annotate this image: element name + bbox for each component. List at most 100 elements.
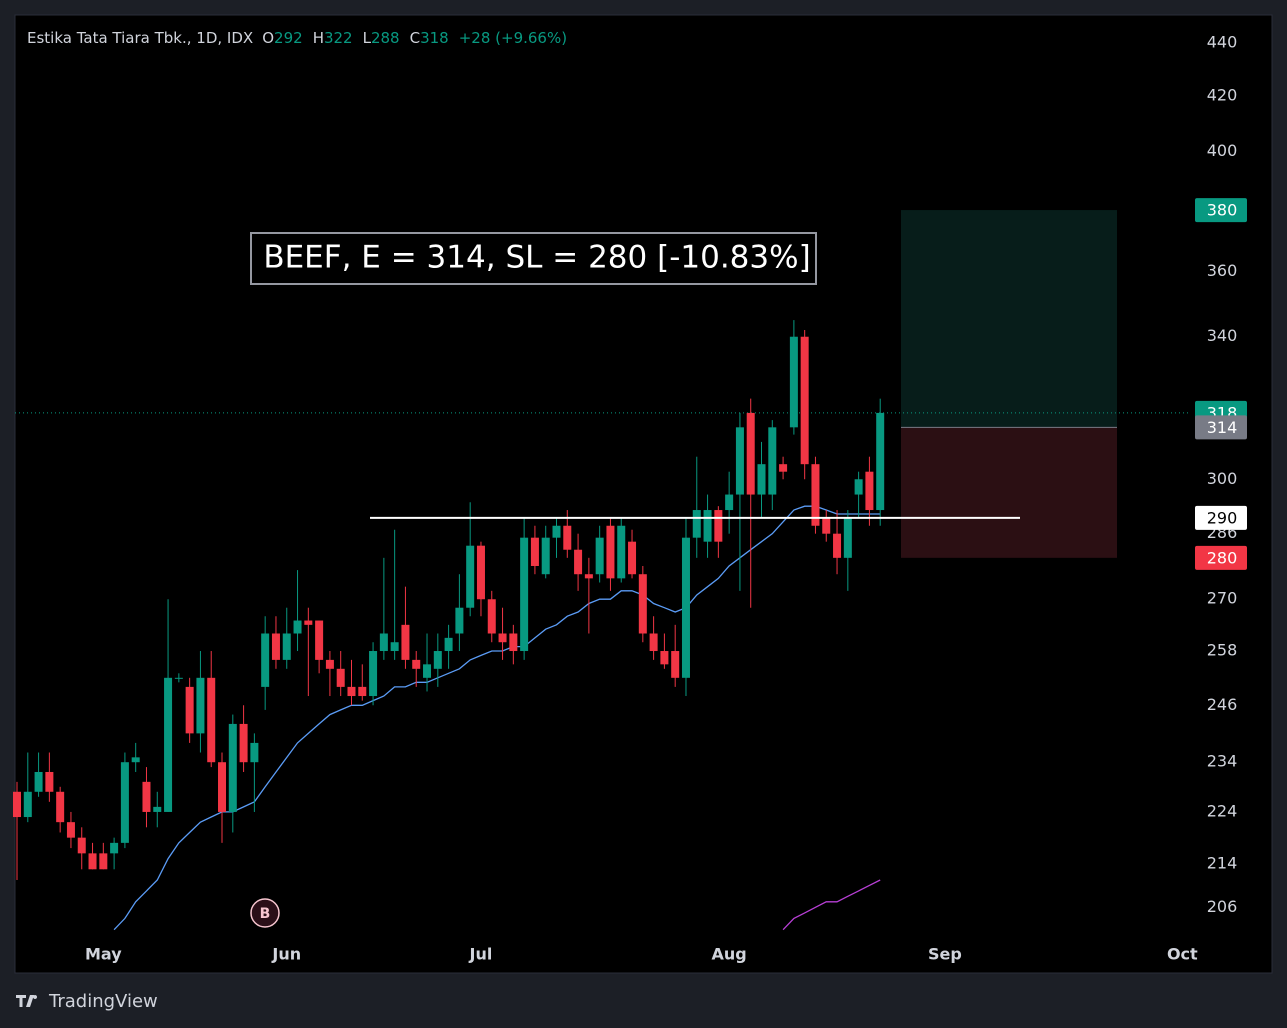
legend-value: 322 [324, 29, 353, 47]
candle-body [239, 723, 248, 763]
candle-body [595, 537, 604, 575]
candle-body [56, 791, 65, 823]
y-tick-label: 400 [1207, 141, 1238, 160]
y-tick-label: 270 [1207, 589, 1238, 608]
legend-label: H [313, 29, 324, 47]
candle-body [779, 464, 788, 472]
price-label: 280 [1207, 548, 1238, 567]
candle-body [174, 677, 183, 679]
candle-body [487, 599, 496, 634]
candle-body [681, 537, 690, 678]
candle-body [120, 762, 129, 843]
x-tick-label: Aug [712, 945, 747, 964]
legend-label: L [363, 29, 372, 47]
candle-body [606, 525, 615, 579]
moving-average [113, 505, 881, 931]
candle-body [99, 853, 108, 870]
candle-body [131, 757, 140, 763]
candle-body [34, 771, 43, 792]
position-loss [901, 427, 1117, 558]
candle-body [563, 525, 572, 550]
y-tick-label: 224 [1207, 801, 1238, 820]
annotation-box [250, 232, 817, 285]
candle-body [142, 781, 151, 812]
brand-name: TradingView [48, 991, 158, 1012]
candle-body [692, 510, 701, 538]
legend-value: 318 [420, 29, 449, 47]
candle-body [261, 633, 270, 687]
candle-body [811, 464, 820, 526]
candle-body [185, 686, 194, 734]
candle-body [358, 686, 367, 697]
candle-body [218, 762, 227, 812]
legend-label: O [262, 29, 274, 47]
candle-body [293, 620, 302, 634]
candle-body [552, 525, 561, 538]
x-tick-label: Oct [1167, 945, 1198, 964]
legend-value: 292 [274, 29, 303, 47]
y-tick-label: 246 [1207, 695, 1238, 714]
plot: 2062142242342462582702863003403604004204… [13, 33, 1247, 964]
x-tick-label: Sep [928, 945, 962, 964]
candle-body [476, 545, 485, 600]
candle-body [735, 427, 744, 495]
y-tick-label: 360 [1207, 261, 1238, 280]
legend-value: 288 [371, 29, 400, 47]
candle-body [207, 677, 216, 763]
position-profit [901, 210, 1117, 428]
price-label: 380 [1207, 201, 1238, 220]
candle-body [617, 525, 626, 579]
y-tick-label: 234 [1207, 752, 1238, 771]
candle-body [638, 574, 647, 634]
candle-body [541, 537, 550, 575]
brand: TradingView [16, 991, 158, 1012]
trade-marker-label: B [260, 906, 271, 922]
x-tick-label: Jul [469, 945, 493, 964]
candle-body [865, 471, 874, 511]
candle-body [574, 549, 583, 575]
price-label-box [1195, 415, 1247, 440]
price-label: 314 [1207, 418, 1238, 437]
candle-body [45, 771, 54, 792]
legend-change: +28 (+9.66%) [459, 29, 567, 47]
candle-body [455, 607, 464, 634]
candle-body [315, 620, 324, 660]
price-label-box [1195, 198, 1247, 223]
candle-body [412, 659, 421, 669]
candle-body [466, 545, 475, 608]
candle-body [110, 842, 119, 854]
candle-body [271, 633, 280, 660]
candle-body [77, 837, 86, 854]
y-tick-label: 214 [1207, 853, 1238, 872]
candle-body [833, 533, 842, 558]
candle-body [304, 620, 313, 625]
candle-body [671, 651, 680, 678]
symbol: Estika Tata Tiara Tbk., 1D, IDX [27, 29, 253, 47]
candle-body [250, 742, 259, 763]
price-label-box [1195, 505, 1247, 530]
y-tick-label: 206 [1207, 897, 1238, 916]
price-label: 290 [1207, 508, 1238, 527]
candle-body [444, 637, 453, 652]
candle-body [768, 427, 777, 495]
legend-label: C [410, 29, 420, 47]
y-tick-label: 340 [1207, 326, 1238, 345]
candle-body [347, 686, 356, 697]
candle-body [843, 517, 852, 558]
candle-body [423, 664, 432, 678]
candle-body [584, 574, 593, 579]
candle-body [164, 677, 173, 812]
candle-body [153, 806, 162, 812]
candle-body [854, 479, 863, 495]
price-label-box [1195, 545, 1247, 570]
candle-body [660, 651, 669, 665]
candle-body [509, 633, 518, 652]
candle-body [520, 537, 529, 652]
candle-body [628, 541, 637, 575]
trade-marker [250, 898, 280, 928]
y-tick-label: 300 [1207, 469, 1238, 488]
candle-body [822, 517, 831, 534]
candle-body [282, 633, 291, 660]
